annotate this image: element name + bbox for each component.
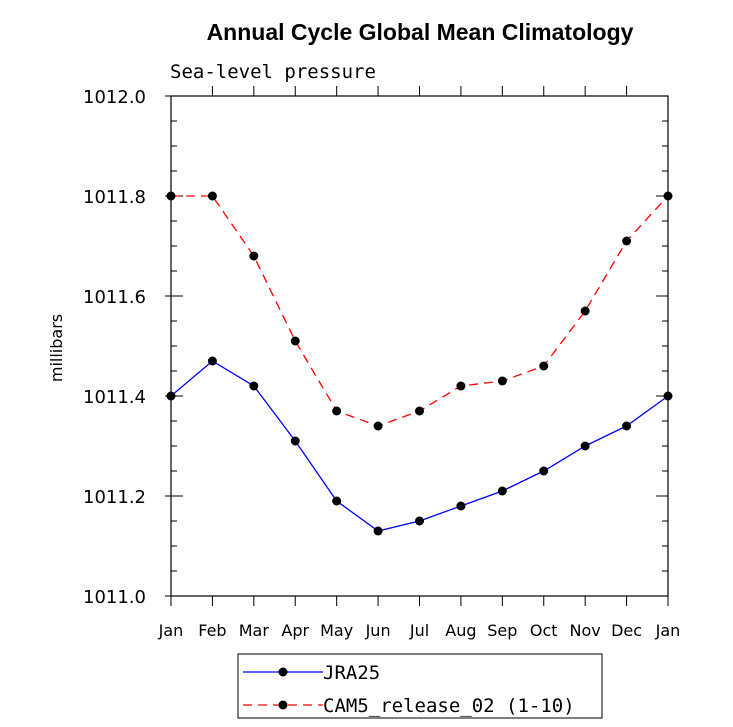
data-point [415,516,424,526]
data-point [497,376,507,386]
series-line-1 [171,195,669,427]
legend-label-cam5: CAM5_release_02 (1-10) [323,695,575,717]
data-point [580,441,590,451]
x-tick-labels: Jan Feb Mar Apr May Jun Jul Aug Sep Oct Nov Dec Jan [158,621,681,640]
x-tick-label: Jan [158,621,184,640]
y-tick-label: 1011.2 [83,487,146,508]
data-point [332,406,342,416]
x-tick-label: Jan [655,621,681,640]
data-point [249,381,259,391]
data-point [456,381,466,391]
data-point [415,406,424,416]
plot-frame [170,95,669,597]
series-layer [166,191,673,536]
y-tick-label: 1011.6 [83,287,146,308]
x-tick-label: Nov [570,621,601,640]
x-tick-label: Dec [611,621,642,640]
data-point [207,356,217,366]
data-point [580,306,590,316]
data-point [332,496,342,506]
x-tick-label: Feb [198,621,226,640]
y-axis-label: millibars [47,314,66,382]
legend: JRA25 CAM5_release_02 (1-10) [237,653,603,719]
x-tick-label: Mar [239,621,270,640]
chart-subtitle: Sea-level pressure [170,61,376,83]
y-tick-label: 1011.0 [83,587,146,608]
x-tick-label: Jun [365,621,391,640]
legend-box [237,653,603,719]
data-point [290,436,300,446]
y-tick-label: 1011.4 [83,387,146,408]
data-point [622,236,632,246]
data-point [456,501,466,511]
x-tick-label: Apr [281,621,309,640]
data-point [373,421,383,431]
y-tick-label: 1011.8 [83,187,146,208]
axis-ticks [165,86,669,606]
x-tick-label: Jul [409,621,429,640]
x-tick-label: Oct [530,621,558,640]
legend-marker-cam5 [278,700,288,710]
series-line-0 [170,360,669,532]
x-tick-label: Sep [487,621,517,640]
y-tick-labels: 1011.0 1011.2 1011.4 1011.6 1011.8 1012.0 [83,87,146,608]
x-tick-label: May [320,621,353,640]
x-tick-label: Aug [445,621,476,640]
data-point [622,421,632,431]
data-point [539,361,549,371]
y-tick-label: 1012.0 [83,87,146,108]
data-point [290,336,300,346]
data-point [373,526,383,536]
data-point [207,191,217,201]
data-point [249,251,259,261]
chart-title: Annual Cycle Global Mean Climatology [207,19,634,45]
data-point [497,486,507,496]
legend-marker-jra25 [278,667,288,677]
legend-label-jra25: JRA25 [323,662,380,684]
data-point [539,466,549,476]
